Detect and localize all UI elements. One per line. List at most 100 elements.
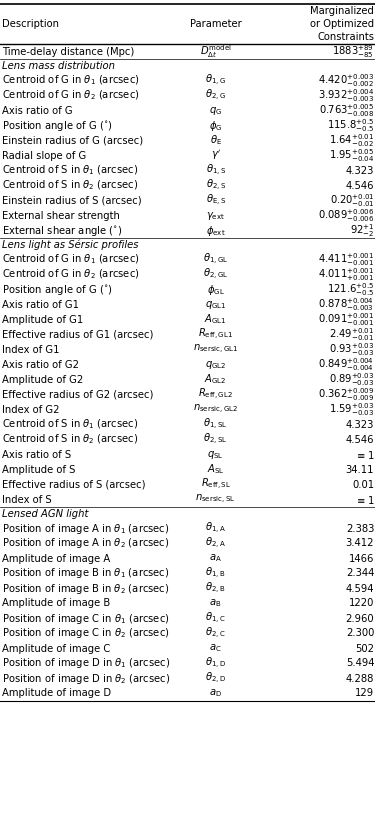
Text: $\theta_{2,\mathrm{G}}$: $\theta_{2,\mathrm{G}}$ [205, 88, 226, 103]
Text: Position of image D in $\theta_2$ (arcsec): Position of image D in $\theta_2$ (arcse… [2, 671, 170, 686]
Text: $1.64^{+0.01}_{-0.02}$: $1.64^{+0.01}_{-0.02}$ [329, 132, 374, 149]
Text: Centroid of G in $\theta_2$ (arcsec): Centroid of G in $\theta_2$ (arcsec) [2, 267, 140, 282]
Text: $4.420^{+0.003}_{-0.002}$: $4.420^{+0.003}_{-0.002}$ [318, 72, 374, 89]
Text: $q_{\mathrm{GL2}}$: $q_{\mathrm{GL2}}$ [205, 358, 226, 371]
Text: Parameter: Parameter [190, 19, 242, 29]
Text: Amplitude of G1: Amplitude of G1 [2, 315, 83, 325]
Text: 3.412: 3.412 [346, 538, 374, 548]
Text: $a_{\mathrm{C}}$: $a_{\mathrm{C}}$ [209, 642, 222, 655]
Text: $0.362^{+0.009}_{-0.009}$: $0.362^{+0.009}_{-0.009}$ [318, 387, 374, 403]
Text: 0.01: 0.01 [352, 480, 374, 490]
Text: Position angle of G ($^{\circ}$): Position angle of G ($^{\circ}$) [2, 282, 113, 297]
Text: $4.011^{+0.001}_{+0.001}$: $4.011^{+0.001}_{+0.001}$ [318, 266, 374, 283]
Text: Index of G1: Index of G1 [2, 345, 59, 355]
Text: $1.95^{+0.05}_{-0.04}$: $1.95^{+0.05}_{-0.04}$ [329, 147, 374, 164]
Text: Centroid of G in $\theta_2$ (arcsec): Centroid of G in $\theta_2$ (arcsec) [2, 88, 140, 102]
Text: $q_{\mathrm{GL1}}$: $q_{\mathrm{GL1}}$ [205, 298, 226, 311]
Text: $\equiv 1$: $\equiv 1$ [354, 493, 374, 506]
Text: $2.49^{+0.01}_{-0.01}$: $2.49^{+0.01}_{-0.01}$ [329, 326, 374, 343]
Text: Effective radius of G2 (arcsec): Effective radius of G2 (arcsec) [2, 390, 153, 400]
Text: $0.89^{+0.03}_{-0.03}$: $0.89^{+0.03}_{-0.03}$ [329, 371, 374, 388]
Text: $1883^{+89}_{-85}$: $1883^{+89}_{-85}$ [332, 43, 374, 60]
Text: $R_{\mathrm{eff,GL2}}$: $R_{\mathrm{eff,GL2}}$ [198, 387, 233, 402]
Text: 4.323: 4.323 [346, 420, 374, 430]
Text: 129: 129 [355, 689, 374, 699]
Text: $q_{\mathrm{SL}}$: $q_{\mathrm{SL}}$ [207, 448, 224, 461]
Text: $\theta_{1,\mathrm{SL}}$: $\theta_{1,\mathrm{SL}}$ [203, 417, 228, 432]
Text: Effective radius of G1 (arcsec): Effective radius of G1 (arcsec) [2, 330, 153, 340]
Text: $A_{\mathrm{GL1}}$: $A_{\mathrm{GL1}}$ [204, 312, 227, 327]
Text: Radial slope of G: Radial slope of G [2, 151, 86, 161]
Text: $\theta_{\mathrm{E,S}}$: $\theta_{\mathrm{E,S}}$ [206, 193, 226, 208]
Text: $1.59^{+0.03}_{-0.03}$: $1.59^{+0.03}_{-0.03}$ [329, 402, 374, 418]
Text: $0.93^{+0.03}_{-0.03}$: $0.93^{+0.03}_{-0.03}$ [329, 341, 374, 358]
Text: $\gamma_{\mathrm{ext}}$: $\gamma_{\mathrm{ext}}$ [206, 210, 225, 222]
Text: Position of image C in $\theta_1$ (arcsec): Position of image C in $\theta_1$ (arcse… [2, 611, 170, 626]
Text: $\theta_{2,\mathrm{D}}$: $\theta_{2,\mathrm{D}}$ [205, 671, 226, 686]
Text: $0.849^{+0.004}_{-0.004}$: $0.849^{+0.004}_{-0.004}$ [318, 356, 374, 373]
Text: Centroid of S in $\theta_2$ (arcsec): Centroid of S in $\theta_2$ (arcsec) [2, 179, 138, 192]
Text: $3.932^{+0.004}_{-0.003}$: $3.932^{+0.004}_{-0.003}$ [318, 87, 374, 104]
Text: $\phi_{\mathrm{ext}}$: $\phi_{\mathrm{ext}}$ [206, 223, 225, 237]
Text: 4.323: 4.323 [346, 166, 374, 176]
Text: $\theta_{\mathrm{E}}$: $\theta_{\mathrm{E}}$ [210, 133, 222, 147]
Text: $0.091^{+0.001}_{-0.001}$: $0.091^{+0.001}_{-0.001}$ [318, 311, 374, 328]
Text: 502: 502 [355, 644, 374, 654]
Text: $115.8^{+0.5}_{-0.5}$: $115.8^{+0.5}_{-0.5}$ [327, 117, 374, 134]
Text: Marginalized
or Optimized
Constraints: Marginalized or Optimized Constraints [310, 6, 374, 42]
Text: $\theta_{1,\mathrm{B}}$: $\theta_{1,\mathrm{B}}$ [206, 566, 226, 581]
Text: Centroid of G in $\theta_1$ (arcsec): Centroid of G in $\theta_1$ (arcsec) [2, 252, 140, 267]
Text: $0.763^{+0.005}_{-0.008}$: $0.763^{+0.005}_{-0.008}$ [319, 102, 374, 119]
Text: $0.878^{+0.004}_{-0.003}$: $0.878^{+0.004}_{-0.003}$ [318, 296, 374, 313]
Text: Index of S: Index of S [2, 495, 51, 505]
Text: Centroid of S in $\theta_1$ (arcsec): Centroid of S in $\theta_1$ (arcsec) [2, 417, 138, 431]
Text: Centroid of G in $\theta_1$ (arcsec): Centroid of G in $\theta_1$ (arcsec) [2, 73, 140, 87]
Text: Index of G2: Index of G2 [2, 405, 59, 415]
Text: Amplitude of image A: Amplitude of image A [2, 553, 110, 563]
Text: Centroid of S in $\theta_1$ (arcsec): Centroid of S in $\theta_1$ (arcsec) [2, 164, 138, 177]
Text: Position of image C in $\theta_2$ (arcsec): Position of image C in $\theta_2$ (arcse… [2, 626, 170, 641]
Text: $\theta_{2,\mathrm{S}}$: $\theta_{2,\mathrm{S}}$ [206, 178, 226, 193]
Text: $92^{+1}_{-2}$: $92^{+1}_{-2}$ [350, 222, 374, 239]
Text: Axis ratio of G1: Axis ratio of G1 [2, 300, 79, 310]
Text: 4.546: 4.546 [346, 181, 374, 191]
Text: Amplitude of image C: Amplitude of image C [2, 644, 110, 654]
Text: $D_{\Delta t}^{\mathrm{model}}$: $D_{\Delta t}^{\mathrm{model}}$ [200, 43, 231, 60]
Text: Description: Description [2, 19, 59, 29]
Text: 2.300: 2.300 [346, 629, 374, 639]
Text: $R_{\mathrm{eff,GL1}}$: $R_{\mathrm{eff,GL1}}$ [198, 327, 233, 342]
Text: Position of image B in $\theta_2$ (arcsec): Position of image B in $\theta_2$ (arcse… [2, 581, 170, 596]
Text: Position angle of G ($^{\circ}$): Position angle of G ($^{\circ}$) [2, 118, 113, 132]
Text: $\theta_{2,\mathrm{B}}$: $\theta_{2,\mathrm{B}}$ [206, 581, 226, 596]
Text: External shear strength: External shear strength [2, 211, 120, 221]
Text: 4.288: 4.288 [346, 674, 374, 684]
Text: $\theta_{1,\mathrm{C}}$: $\theta_{1,\mathrm{C}}$ [206, 611, 226, 626]
Text: Position of image A in $\theta_1$ (arcsec): Position of image A in $\theta_1$ (arcse… [2, 521, 170, 536]
Text: Einstein radius of S (arcsec): Einstein radius of S (arcsec) [2, 196, 141, 206]
Text: Axis ratio of G: Axis ratio of G [2, 106, 72, 116]
Text: Position of image A in $\theta_2$ (arcsec): Position of image A in $\theta_2$ (arcse… [2, 536, 170, 551]
Text: $a_{\mathrm{A}}$: $a_{\mathrm{A}}$ [209, 552, 222, 565]
Text: Amplitude of image B: Amplitude of image B [2, 598, 110, 608]
Text: 4.546: 4.546 [346, 435, 374, 445]
Text: 1466: 1466 [349, 553, 374, 563]
Text: Einstein radius of G (arcsec): Einstein radius of G (arcsec) [2, 136, 143, 146]
Text: Effective radius of S (arcsec): Effective radius of S (arcsec) [2, 480, 146, 490]
Text: $\gamma'$: $\gamma'$ [210, 148, 221, 162]
Text: Centroid of S in $\theta_2$ (arcsec): Centroid of S in $\theta_2$ (arcsec) [2, 432, 138, 446]
Text: $A_{\mathrm{SL}}$: $A_{\mathrm{SL}}$ [207, 462, 224, 476]
Text: 2.960: 2.960 [346, 613, 374, 623]
Text: $4.411^{+0.001}_{-0.001}$: $4.411^{+0.001}_{-0.001}$ [318, 251, 374, 268]
Text: $n_{\mathrm{sersic,GL1}}$: $n_{\mathrm{sersic,GL1}}$ [193, 343, 238, 356]
Text: 2.383: 2.383 [346, 523, 374, 533]
Text: Amplitude of image D: Amplitude of image D [2, 689, 111, 699]
Text: External shear angle ($^{\circ}$): External shear angle ($^{\circ}$) [2, 223, 123, 237]
Text: $\theta_{2,\mathrm{C}}$: $\theta_{2,\mathrm{C}}$ [206, 626, 226, 641]
Text: $a_{\mathrm{B}}$: $a_{\mathrm{B}}$ [209, 597, 222, 610]
Text: $0.089^{+0.006}_{-0.006}$: $0.089^{+0.006}_{-0.006}$ [318, 207, 374, 224]
Text: Position of image B in $\theta_1$ (arcsec): Position of image B in $\theta_1$ (arcse… [2, 566, 170, 581]
Text: 2.344: 2.344 [346, 568, 374, 578]
Text: $\theta_{1,\mathrm{G}}$: $\theta_{1,\mathrm{G}}$ [205, 73, 226, 88]
Text: $0.20^{+0.01}_{-0.01}$: $0.20^{+0.01}_{-0.01}$ [330, 192, 374, 209]
Text: Axis ratio of G2: Axis ratio of G2 [2, 360, 79, 370]
